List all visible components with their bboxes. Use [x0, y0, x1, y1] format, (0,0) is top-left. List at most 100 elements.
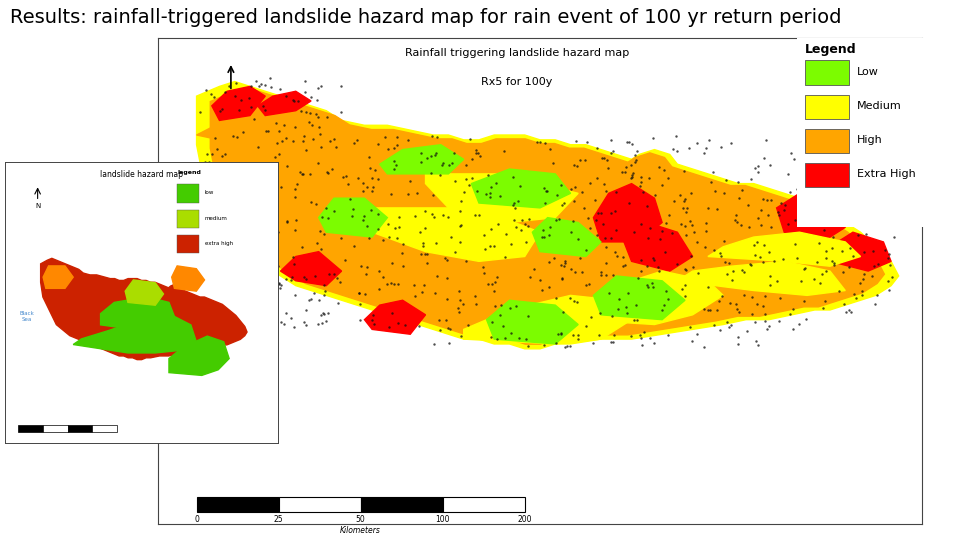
- Point: [537, 184, 552, 192]
- Point: [303, 198, 319, 207]
- Point: [748, 251, 763, 260]
- Point: [253, 165, 269, 174]
- Point: [844, 308, 859, 316]
- Point: [413, 228, 428, 237]
- Polygon shape: [578, 271, 723, 325]
- Point: [701, 136, 716, 144]
- Point: [503, 329, 518, 338]
- Point: [793, 276, 808, 285]
- Point: [296, 137, 311, 146]
- Point: [419, 249, 434, 258]
- Point: [541, 258, 557, 266]
- Point: [303, 93, 319, 102]
- Bar: [804, 60, 849, 85]
- Point: [353, 261, 369, 270]
- Point: [253, 158, 269, 167]
- Point: [291, 97, 306, 106]
- Point: [629, 156, 644, 165]
- Point: [699, 144, 714, 152]
- Point: [558, 257, 573, 266]
- Point: [443, 325, 458, 334]
- Point: [743, 174, 758, 183]
- Point: [756, 241, 772, 250]
- Point: [218, 87, 233, 96]
- Point: [428, 239, 444, 247]
- Point: [527, 265, 542, 274]
- Point: [586, 339, 601, 348]
- Point: [580, 138, 595, 146]
- Point: [334, 82, 349, 90]
- Point: [778, 201, 793, 210]
- Point: [636, 328, 652, 336]
- Point: [670, 260, 685, 269]
- Point: [249, 219, 264, 228]
- Point: [551, 215, 566, 224]
- Point: [306, 288, 322, 297]
- Point: [690, 268, 706, 277]
- Point: [317, 281, 332, 290]
- Point: [349, 136, 365, 145]
- Point: [696, 305, 711, 313]
- Polygon shape: [257, 91, 311, 116]
- Point: [589, 173, 605, 182]
- Point: [505, 201, 520, 210]
- Point: [683, 323, 698, 332]
- Point: [252, 304, 268, 313]
- Point: [627, 158, 642, 166]
- Point: [518, 335, 534, 344]
- Point: [579, 246, 594, 254]
- Point: [699, 218, 714, 227]
- Point: [362, 163, 377, 172]
- Point: [771, 317, 786, 326]
- Point: [433, 325, 448, 334]
- Point: [719, 318, 734, 326]
- Point: [487, 241, 502, 250]
- Point: [736, 267, 752, 276]
- Point: [204, 149, 220, 158]
- Point: [674, 220, 689, 228]
- Point: [395, 248, 410, 257]
- Point: [498, 230, 514, 238]
- Point: [569, 298, 585, 306]
- Point: [623, 160, 638, 169]
- Polygon shape: [197, 106, 326, 169]
- Point: [603, 234, 618, 242]
- Point: [569, 161, 585, 170]
- Point: [287, 193, 302, 201]
- Point: [729, 300, 744, 309]
- Point: [209, 144, 225, 153]
- Point: [533, 275, 548, 284]
- Point: [570, 234, 586, 243]
- Point: [497, 253, 513, 262]
- Point: [556, 198, 571, 207]
- Point: [287, 323, 302, 332]
- Point: [314, 212, 329, 221]
- Point: [750, 237, 765, 246]
- Point: [320, 112, 335, 121]
- Point: [335, 173, 350, 181]
- Polygon shape: [777, 193, 846, 242]
- Point: [247, 278, 262, 287]
- Polygon shape: [319, 198, 388, 237]
- Point: [567, 268, 583, 276]
- Point: [468, 148, 483, 157]
- Bar: [68, 424, 92, 431]
- Point: [403, 177, 419, 185]
- Text: Rainfall triggering landslide hazard map: Rainfall triggering landslide hazard map: [405, 48, 629, 58]
- Point: [696, 149, 711, 158]
- Point: [439, 274, 454, 283]
- Point: [721, 322, 736, 331]
- Point: [608, 248, 623, 256]
- Point: [819, 247, 834, 255]
- Point: [730, 217, 745, 226]
- Point: [302, 109, 318, 118]
- Text: 200: 200: [517, 515, 532, 524]
- Point: [231, 106, 247, 114]
- Point: [465, 173, 480, 182]
- Point: [356, 212, 372, 221]
- Point: [747, 240, 762, 249]
- Point: [645, 279, 660, 287]
- Point: [462, 180, 477, 189]
- Point: [581, 280, 596, 288]
- Point: [529, 138, 544, 146]
